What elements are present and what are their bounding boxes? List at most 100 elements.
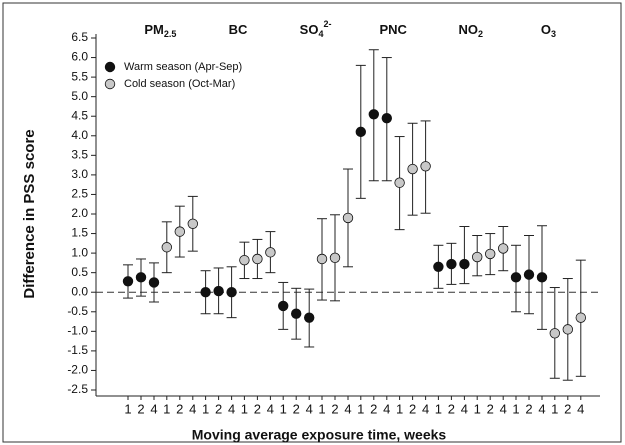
x-tick-label: 1 (357, 401, 364, 416)
x-tick-label: 2 (176, 401, 183, 416)
category-label: O3 (541, 22, 556, 39)
point (239, 254, 250, 266)
point (291, 308, 302, 319)
x-tick-label: 2 (215, 401, 222, 416)
point (316, 253, 328, 265)
legend-marker (104, 61, 116, 73)
y-tick-label: 1.0 (71, 245, 88, 259)
point (562, 324, 574, 335)
point (523, 269, 535, 280)
y-tick-label: 3.0 (71, 167, 88, 181)
point (252, 253, 263, 265)
point (200, 287, 211, 298)
point (135, 272, 147, 283)
x-tick-label: 1 (474, 401, 481, 416)
x-tick-label: 4 (500, 401, 507, 416)
x-axis-label: Moving average exposure time, weeks (192, 427, 447, 443)
y-tick-label: -2.5 (67, 382, 88, 396)
x-tick-label: 1 (124, 401, 131, 416)
point (161, 242, 173, 253)
y-tick-label: -1.0 (67, 324, 88, 338)
x-tick-label: 1 (241, 401, 248, 416)
x-tick-label: 2 (409, 401, 416, 416)
category-sub: 2 (478, 29, 483, 39)
x-tick-label: 2 (254, 401, 261, 416)
category-sub: 3 (551, 29, 556, 39)
point (278, 300, 289, 312)
category-main: NO (459, 22, 479, 37)
point (265, 247, 276, 258)
x-tick-label: 4 (228, 401, 235, 416)
point (368, 109, 380, 120)
y-tick-label: 0.5 (71, 265, 88, 279)
x-tick-label: 4 (383, 401, 390, 416)
x-tick-label: 2 (564, 401, 571, 416)
y-tick-label: 2.5 (71, 187, 88, 201)
point (472, 251, 483, 263)
x-tick-label: 4 (344, 401, 351, 416)
point (510, 272, 522, 283)
y-tick-label: -1.5 (67, 343, 88, 357)
x-tick-label: 2 (487, 401, 494, 416)
point (407, 163, 418, 175)
x-tick-label: 4 (577, 401, 584, 416)
point (498, 243, 509, 254)
x-tick-label: 4 (267, 401, 274, 416)
point (459, 258, 470, 270)
category-label: PM2.5 (144, 22, 176, 39)
category-sup: 2- (323, 19, 331, 29)
category-main: O (541, 22, 551, 37)
category-sub: 4 (318, 29, 323, 39)
point (536, 272, 548, 283)
point (304, 312, 315, 323)
legend-marker (104, 78, 116, 90)
point (122, 276, 134, 287)
y-tick-label: 6.0 (71, 50, 88, 64)
x-tick-label: 1 (280, 401, 287, 416)
point (381, 112, 393, 124)
y-tick-label: 4.0 (71, 128, 88, 142)
y-tick-label: -2.0 (67, 363, 88, 377)
x-tick-label: 4 (538, 401, 545, 416)
x-tick-label: 1 (202, 401, 209, 416)
category-label: NO2 (459, 22, 484, 39)
point (420, 161, 431, 172)
x-tick-label: 1 (163, 401, 170, 416)
point (485, 248, 496, 260)
point (187, 218, 199, 229)
x-tick-label: 1 (435, 401, 442, 416)
category-main: SO (300, 22, 319, 37)
point (329, 252, 341, 264)
legend-label: Cold season (Oct-Mar) (124, 78, 235, 90)
x-tick-label: 4 (422, 401, 429, 416)
x-tick-label: 4 (189, 401, 196, 416)
y-tick-label: 0.0 (71, 284, 88, 298)
y-tick-label: 5.0 (71, 89, 88, 103)
point (575, 312, 587, 323)
point (226, 287, 237, 298)
x-tick-label: 4 (306, 401, 313, 416)
x-tick-label: 1 (318, 401, 325, 416)
legend-label: Warm season (Apr-Sep) (124, 61, 242, 73)
category-label: PNC (379, 22, 407, 37)
point (213, 285, 224, 297)
category-main: BC (229, 22, 248, 37)
x-tick-label: 2 (293, 401, 300, 416)
point (549, 328, 561, 339)
point (433, 261, 444, 273)
x-tick-label: 2 (137, 401, 144, 416)
x-tick-label: 1 (396, 401, 403, 416)
category-main: PNC (379, 22, 407, 37)
x-tick-label: 4 (150, 401, 157, 416)
y-tick-label: 4.5 (71, 108, 88, 122)
y-tick-label: 6.5 (71, 30, 88, 44)
point (174, 226, 186, 237)
y-tick-label: 5.5 (71, 69, 88, 83)
y-tick-label: -0.5 (67, 304, 88, 318)
x-tick-label: 2 (448, 401, 455, 416)
x-tick-label: 1 (512, 401, 519, 416)
category-sub: 2.5 (164, 29, 177, 39)
